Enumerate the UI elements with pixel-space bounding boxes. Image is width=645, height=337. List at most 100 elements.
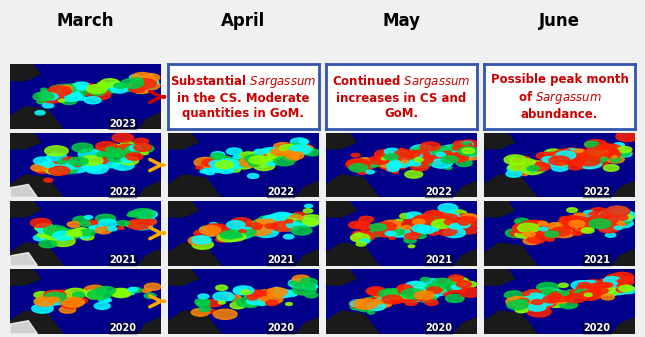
Circle shape — [539, 290, 553, 296]
Circle shape — [561, 149, 583, 158]
Circle shape — [411, 161, 421, 166]
Circle shape — [613, 211, 635, 221]
Polygon shape — [484, 133, 515, 149]
Circle shape — [134, 144, 152, 151]
Polygon shape — [138, 113, 161, 129]
Circle shape — [250, 153, 267, 160]
Circle shape — [522, 302, 540, 310]
Circle shape — [255, 219, 266, 224]
Circle shape — [449, 152, 472, 162]
Circle shape — [436, 221, 450, 227]
Circle shape — [286, 144, 304, 151]
Circle shape — [428, 159, 441, 164]
Circle shape — [72, 228, 91, 236]
Circle shape — [244, 230, 256, 235]
Circle shape — [563, 158, 574, 162]
Circle shape — [241, 290, 250, 294]
Circle shape — [63, 161, 81, 169]
Circle shape — [380, 158, 392, 162]
Circle shape — [583, 280, 603, 288]
Circle shape — [50, 85, 72, 95]
Circle shape — [602, 288, 619, 295]
Polygon shape — [484, 311, 537, 334]
Circle shape — [573, 149, 586, 155]
Circle shape — [199, 306, 211, 312]
Circle shape — [44, 290, 66, 300]
Circle shape — [438, 204, 457, 212]
Circle shape — [511, 299, 531, 308]
Circle shape — [438, 227, 457, 236]
Text: 2022: 2022 — [426, 187, 453, 197]
Circle shape — [414, 291, 434, 300]
Circle shape — [584, 293, 592, 297]
Circle shape — [435, 148, 443, 151]
Circle shape — [57, 87, 74, 94]
Circle shape — [549, 156, 570, 165]
Circle shape — [68, 230, 83, 237]
Circle shape — [200, 170, 208, 173]
Circle shape — [598, 223, 620, 233]
Circle shape — [617, 151, 630, 156]
Circle shape — [542, 158, 551, 162]
Circle shape — [205, 300, 222, 307]
Circle shape — [457, 152, 470, 157]
Circle shape — [585, 156, 609, 166]
Circle shape — [410, 154, 426, 161]
Circle shape — [444, 213, 459, 219]
Circle shape — [444, 219, 459, 225]
Circle shape — [574, 151, 586, 156]
Circle shape — [578, 154, 592, 160]
Circle shape — [596, 155, 603, 158]
Circle shape — [604, 164, 619, 171]
Circle shape — [414, 158, 423, 162]
Circle shape — [588, 212, 603, 218]
Circle shape — [415, 154, 422, 157]
Circle shape — [431, 146, 452, 155]
Text: April: April — [221, 12, 266, 30]
Circle shape — [133, 79, 156, 89]
Circle shape — [413, 214, 426, 220]
Circle shape — [524, 303, 542, 310]
Circle shape — [143, 219, 157, 225]
Circle shape — [412, 152, 428, 159]
Circle shape — [284, 143, 299, 150]
Circle shape — [427, 217, 450, 226]
Circle shape — [419, 153, 428, 157]
Circle shape — [128, 211, 141, 216]
Circle shape — [585, 219, 604, 228]
Circle shape — [267, 161, 277, 165]
Circle shape — [126, 153, 143, 160]
Circle shape — [593, 157, 606, 163]
Circle shape — [199, 238, 205, 240]
Circle shape — [519, 297, 533, 304]
Circle shape — [559, 229, 565, 232]
Circle shape — [431, 159, 452, 168]
Circle shape — [59, 229, 81, 239]
Circle shape — [571, 217, 593, 227]
Polygon shape — [326, 133, 357, 149]
Circle shape — [573, 223, 592, 231]
Circle shape — [400, 290, 424, 301]
Circle shape — [385, 232, 395, 236]
Circle shape — [303, 209, 313, 213]
Circle shape — [375, 158, 393, 166]
Polygon shape — [454, 181, 477, 197]
Circle shape — [122, 84, 132, 88]
Circle shape — [270, 216, 290, 225]
Circle shape — [250, 158, 261, 163]
Circle shape — [434, 152, 446, 158]
Circle shape — [450, 224, 462, 229]
Circle shape — [353, 231, 364, 236]
Circle shape — [197, 301, 210, 307]
Circle shape — [438, 279, 452, 285]
Circle shape — [520, 162, 533, 168]
Circle shape — [220, 161, 226, 164]
Circle shape — [604, 151, 620, 158]
Circle shape — [143, 74, 160, 81]
Circle shape — [62, 157, 77, 163]
Circle shape — [58, 90, 65, 93]
Circle shape — [114, 84, 126, 89]
Text: June: June — [539, 12, 580, 30]
Circle shape — [279, 292, 286, 296]
Circle shape — [210, 153, 224, 159]
